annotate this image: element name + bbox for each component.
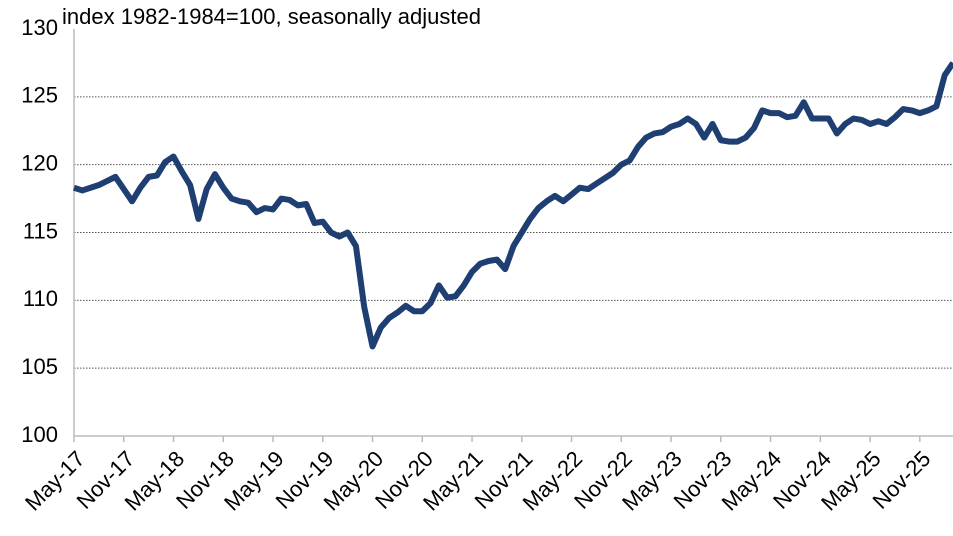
y-tick-label: 115 [23, 218, 58, 243]
y-tick-label: 130 [21, 15, 58, 40]
y-tick-label: 120 [21, 150, 58, 175]
y-tick-label: 100 [21, 422, 58, 447]
y-tick-label: 105 [21, 354, 58, 379]
y-tick-label: 125 [21, 83, 58, 108]
chart-subtitle: index 1982-1984=100, seasonally adjusted [62, 4, 481, 29]
y-tick-label: 110 [23, 286, 58, 311]
data-line [73, 61, 953, 350]
